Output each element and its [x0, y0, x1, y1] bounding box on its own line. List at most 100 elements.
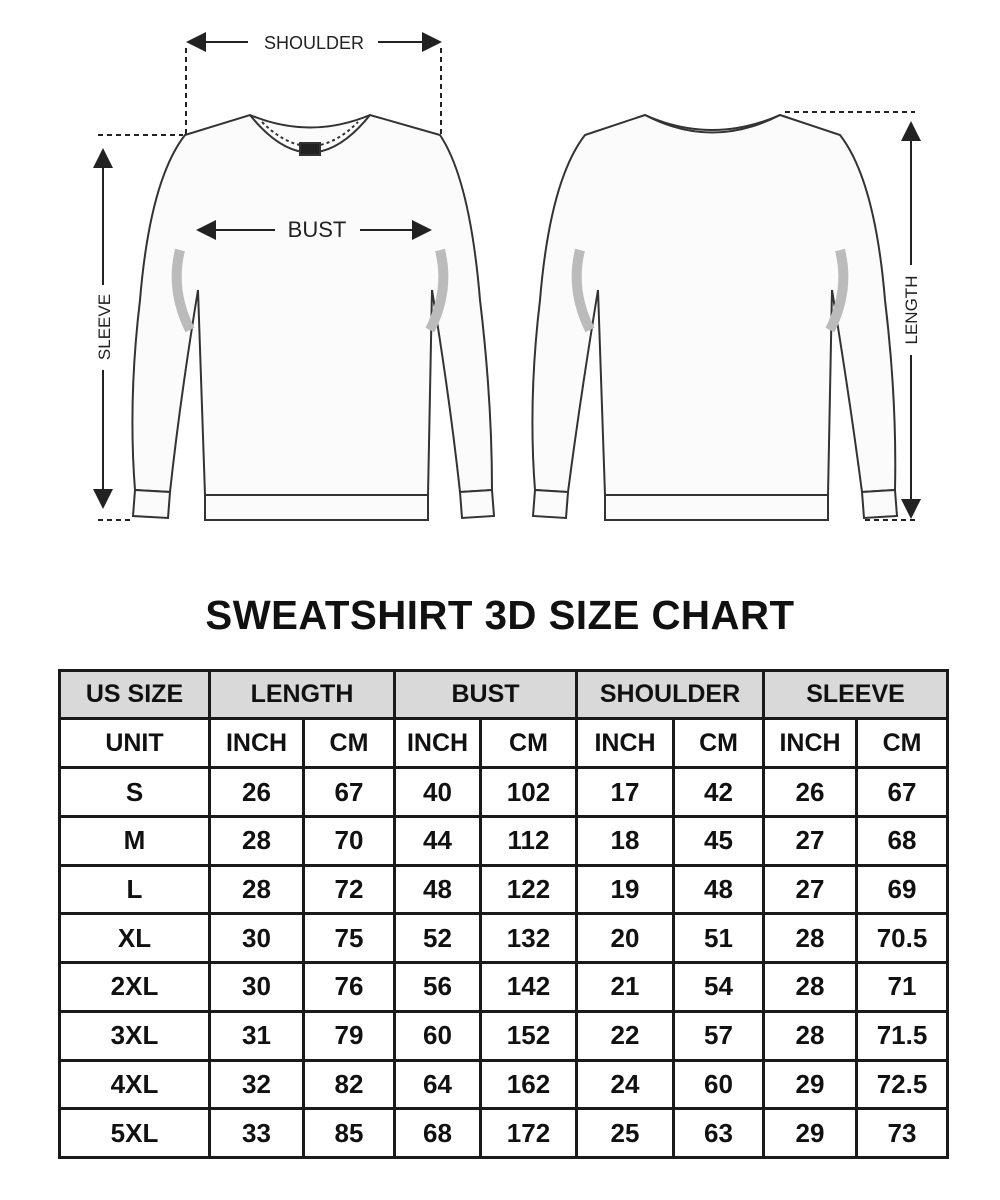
unit-header: INCH [208, 716, 305, 770]
sweatshirt-back [531, 113, 899, 521]
table-cell: 71 [855, 961, 950, 1013]
table-cell: 51 [671, 912, 766, 965]
group-header: SLEEVE [762, 669, 950, 720]
table-cell: 102 [479, 766, 578, 819]
table-row: 5XL 33 85 68 172 25 63 29 73 [58, 1107, 950, 1159]
table-cell: 42 [671, 766, 766, 819]
table-row: M 28 70 44 112 18 45 27 68 [58, 815, 950, 867]
table-cell: 68 [393, 1107, 482, 1159]
unit-header: CM [855, 716, 950, 770]
unit-header: CM [671, 716, 766, 770]
table-cell: 71.5 [855, 1009, 950, 1062]
table-cell: 33 [208, 1107, 305, 1159]
table-cell: 70 [302, 815, 396, 867]
table-row: 4XL 32 82 64 162 24 60 29 72.5 [58, 1058, 950, 1111]
table-cell: 67 [855, 766, 950, 819]
unit-header: INCH [575, 716, 675, 770]
table-cell: 26 [208, 766, 305, 819]
table-cell: 52 [393, 912, 482, 965]
size-chart-table: US SIZE LENGTH BUST SHOULDER SLEEVE UNIT INCH C… [58, 669, 950, 1159]
table-cell: 122 [479, 863, 578, 916]
table-cell: 67 [302, 766, 396, 819]
sleeve-label: SLEEVE [95, 294, 114, 360]
group-header: US SIZE [58, 669, 211, 720]
size-cell: L [58, 863, 211, 916]
table-cell: 132 [479, 912, 578, 965]
size-cell: XL [58, 912, 211, 965]
table-cell: 85 [302, 1107, 396, 1159]
table-cell: 112 [479, 815, 578, 867]
table-cell: 18 [575, 815, 675, 867]
table-cell: 17 [575, 766, 675, 819]
length-label: LENGTH [902, 276, 921, 345]
table-cell: 75 [302, 912, 396, 965]
table-row: S 26 67 40 102 17 42 26 67 [58, 766, 950, 819]
table-cell: 28 [208, 815, 305, 867]
table-cell: 27 [762, 815, 859, 867]
table-cell: 40 [393, 766, 482, 819]
sweatshirt-front [131, 113, 496, 521]
table-cell: 56 [393, 961, 482, 1013]
table-cell: 60 [671, 1058, 766, 1111]
table-cell: 24 [575, 1058, 675, 1111]
table-cell: 29 [762, 1058, 859, 1111]
size-cell: 5XL [58, 1107, 211, 1159]
table-cell: 162 [479, 1058, 578, 1111]
table-cell: 48 [671, 863, 766, 916]
unit-header: INCH [393, 716, 482, 770]
table-cell: 60 [393, 1009, 482, 1062]
table-cell: 72 [302, 863, 396, 916]
table-cell: 26 [762, 766, 859, 819]
unit-header: INCH [762, 716, 859, 770]
table-cell: 31 [208, 1009, 305, 1062]
table-cell: 82 [302, 1058, 396, 1111]
size-cell: 2XL [58, 961, 211, 1013]
unit-row: UNIT INCH CM INCH CM INCH CM INCH CM [58, 716, 950, 770]
sweatshirt-illustration: SHOULDER BUST SLEEVE LENGTH [93, 32, 921, 521]
table-cell: 73 [855, 1107, 950, 1159]
table-cell: 21 [575, 961, 675, 1013]
table-cell: 27 [762, 863, 859, 916]
table-cell: 28 [208, 863, 305, 916]
table-row: L 28 72 48 122 19 48 27 69 [58, 863, 950, 916]
table-cell: 142 [479, 961, 578, 1013]
table-cell: 48 [393, 863, 482, 916]
unit-header: UNIT [58, 716, 211, 770]
table-cell: 76 [302, 961, 396, 1013]
group-header-row: US SIZE LENGTH BUST SHOULDER SLEEVE [58, 669, 950, 720]
page-title: SWEATSHIRT 3D SIZE CHART [205, 592, 795, 638]
table-cell: 29 [762, 1107, 859, 1159]
table-cell: 28 [762, 912, 859, 965]
table-cell: 22 [575, 1009, 675, 1062]
table-cell: 30 [208, 961, 305, 1013]
group-header: BUST [393, 669, 578, 720]
group-header: LENGTH [208, 669, 396, 720]
table-cell: 45 [671, 815, 766, 867]
table-cell: 54 [671, 961, 766, 1013]
table-cell: 69 [855, 863, 950, 916]
table-cell: 28 [762, 1009, 859, 1062]
table-row: 2XL 30 76 56 142 21 54 28 71 [58, 961, 950, 1013]
table-cell: 70.5 [855, 912, 950, 965]
unit-header: CM [479, 716, 578, 770]
size-cell: M [58, 815, 211, 867]
table-cell: 57 [671, 1009, 766, 1062]
table-cell: 28 [762, 961, 859, 1013]
table-cell: 79 [302, 1009, 396, 1062]
table-cell: 172 [479, 1107, 578, 1159]
table-cell: 32 [208, 1058, 305, 1111]
size-cell: 4XL [58, 1058, 211, 1111]
table-cell: 20 [575, 912, 675, 965]
table-cell: 25 [575, 1107, 675, 1159]
table-row: XL 30 75 52 132 20 51 28 70.5 [58, 912, 950, 965]
size-cell: 3XL [58, 1009, 211, 1062]
unit-header: CM [302, 716, 396, 770]
table-cell: 72.5 [855, 1058, 950, 1111]
size-cell: S [58, 766, 211, 819]
group-header: SHOULDER [574, 669, 766, 720]
table-cell: 152 [479, 1009, 578, 1062]
table-cell: 63 [671, 1107, 766, 1159]
table-cell: 19 [575, 863, 675, 916]
shoulder-label: SHOULDER [264, 33, 364, 53]
table-row: 3XL 31 79 60 152 22 57 28 71.5 [58, 1009, 950, 1062]
